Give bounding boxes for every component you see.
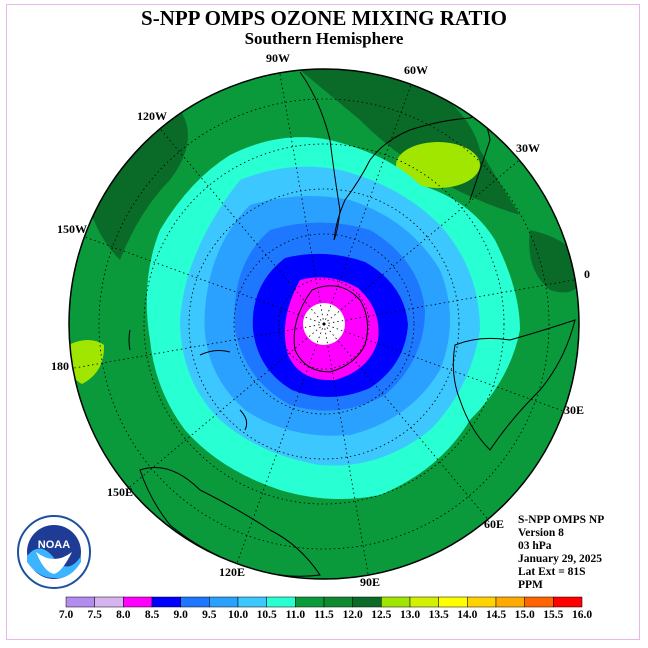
lon-label-180: 180: [51, 359, 69, 373]
colorbar-swatch: [151, 596, 181, 608]
meridian-line: [323, 323, 489, 520]
image-frame: [6, 4, 640, 640]
colorbar-tick-label: 15.0: [515, 609, 535, 621]
colorbar-tick-label: 11.0: [286, 609, 306, 621]
colorbar-swatch: [495, 596, 525, 608]
ozone-field: [69, 69, 579, 579]
field-dark-green-east: [529, 230, 579, 293]
lon-label-60w: 60W: [404, 63, 428, 77]
colorbar-swatch: [123, 596, 153, 608]
colorbar-tick-label: 12.5: [371, 609, 391, 621]
colorbar-swatch: [266, 596, 296, 608]
latitude-circle-5: [98, 98, 550, 550]
colorbar-tick-label: 16.0: [572, 609, 592, 621]
colorbar-swatch: [295, 596, 325, 608]
info-date: January 29, 2025: [518, 553, 603, 565]
colorbar-swatch: [467, 596, 497, 608]
latitude-circle-1: [278, 278, 370, 370]
colorbar-swatch: [323, 596, 353, 608]
lon-label-150e: 150E: [107, 485, 133, 499]
colorbar-tick-label: 15.5: [543, 609, 563, 621]
colorbar-swatch: [209, 596, 239, 608]
info-version: Version 8: [518, 527, 564, 539]
colorbar-swatch: [409, 596, 439, 608]
coast-islands: [128, 329, 248, 431]
noaa-logo-text: NOAA: [38, 539, 70, 551]
colorbar-tick-label: 8.0: [116, 609, 131, 621]
colorbar-swatch: [237, 596, 267, 608]
info-block: S-NPP OMPS NP Version 8 03 hPa January 2…: [518, 514, 604, 592]
colorbar-tick-label: 12.0: [343, 609, 363, 621]
coast-australia: [139, 467, 321, 577]
meridian-line: [72, 323, 325, 369]
field-lime-south-atlantic: [396, 142, 480, 188]
meridian-line: [236, 323, 325, 564]
colorbar-tick-label: 14.0: [457, 609, 477, 621]
info-units: PPM: [518, 579, 543, 591]
colorbar: 7.0 7.5 8.0 8.5 9.0 9.5 10.0 10.5 11.0 11.5 12.0 12…: [59, 596, 592, 621]
colorbar-tick-label: 14.5: [486, 609, 506, 621]
noaa-logo: NOAA: [17, 515, 91, 589]
colorbar-tick-label: 10.5: [257, 609, 277, 621]
lon-label-90w: 90W: [266, 51, 290, 65]
meridian-line: [128, 323, 325, 489]
meridian-line: [159, 128, 325, 325]
info-lat-ext: Lat Ext = 81S: [518, 566, 586, 578]
lon-label-0: 0: [584, 267, 590, 281]
info-pressure: 03 hPa: [518, 540, 552, 552]
lon-label-150w: 150W: [57, 222, 87, 236]
meridian-line: [323, 84, 412, 325]
graticule: [72, 72, 576, 576]
colorbar-tick-label: 13.5: [429, 609, 449, 621]
field-dark-green-west: [90, 110, 188, 260]
colorbar-tick-label: 7.5: [87, 609, 102, 621]
meridian-line: [323, 323, 369, 576]
meridian-line: [279, 72, 325, 325]
coastlines: [128, 71, 576, 577]
colorbar-swatch: [94, 596, 124, 608]
colorbar-swatch: [381, 596, 411, 608]
lon-label-120e: 120E: [219, 565, 245, 579]
colorbar-swatch: [180, 596, 210, 608]
meridian-line: [84, 236, 325, 325]
colorbar-tick-label: 10.0: [228, 609, 248, 621]
colorbar-swatch: [524, 596, 554, 608]
lon-label-90e: 90E: [360, 575, 380, 589]
colorbar-tick-label: 9.0: [173, 609, 188, 621]
colorbar-tick-label: 8.5: [145, 609, 160, 621]
noaa-logo-gull: [36, 552, 72, 574]
colorbar-tick-label: 11.5: [314, 609, 334, 621]
field-lime-pacific: [69, 340, 105, 384]
map-title: S-NPP OMPS OZONE MIXING RATIO: [141, 6, 507, 30]
colorbar-swatch: [352, 596, 382, 608]
latitude-circle-2: [233, 233, 415, 415]
colorbar-swatch: [553, 596, 583, 608]
coast-africa: [452, 319, 576, 451]
info-instrument: S-NPP OMPS NP: [518, 514, 605, 526]
latitude-circle-3: [188, 188, 460, 460]
lon-label-60e: 60E: [484, 517, 504, 531]
colorbar-tick-label: 13.0: [400, 609, 420, 621]
map-subtitle: Southern Hemisphere: [244, 29, 404, 48]
meridian-line: [323, 159, 520, 325]
meridian-line: [323, 323, 564, 412]
latitude-circle-4: [143, 143, 505, 505]
colorbar-swatch: [438, 596, 468, 608]
coast-antarctica: [293, 285, 369, 373]
meridian-line: [323, 279, 576, 325]
longitude-labels: 90W 60W 30W 0 30E 60E 90E 120E 150E 180 …: [51, 51, 590, 589]
colorbar-tick-label: 7.0: [59, 609, 74, 621]
lon-label-30e: 30E: [564, 403, 584, 417]
colorbar-tick-label: 9.5: [202, 609, 217, 621]
lon-label-30w: 30W: [516, 141, 540, 155]
globe-outline: [68, 68, 580, 580]
colorbar-swatch: [65, 596, 95, 608]
meridians: [72, 72, 576, 576]
lon-label-120w: 120W: [137, 109, 167, 123]
